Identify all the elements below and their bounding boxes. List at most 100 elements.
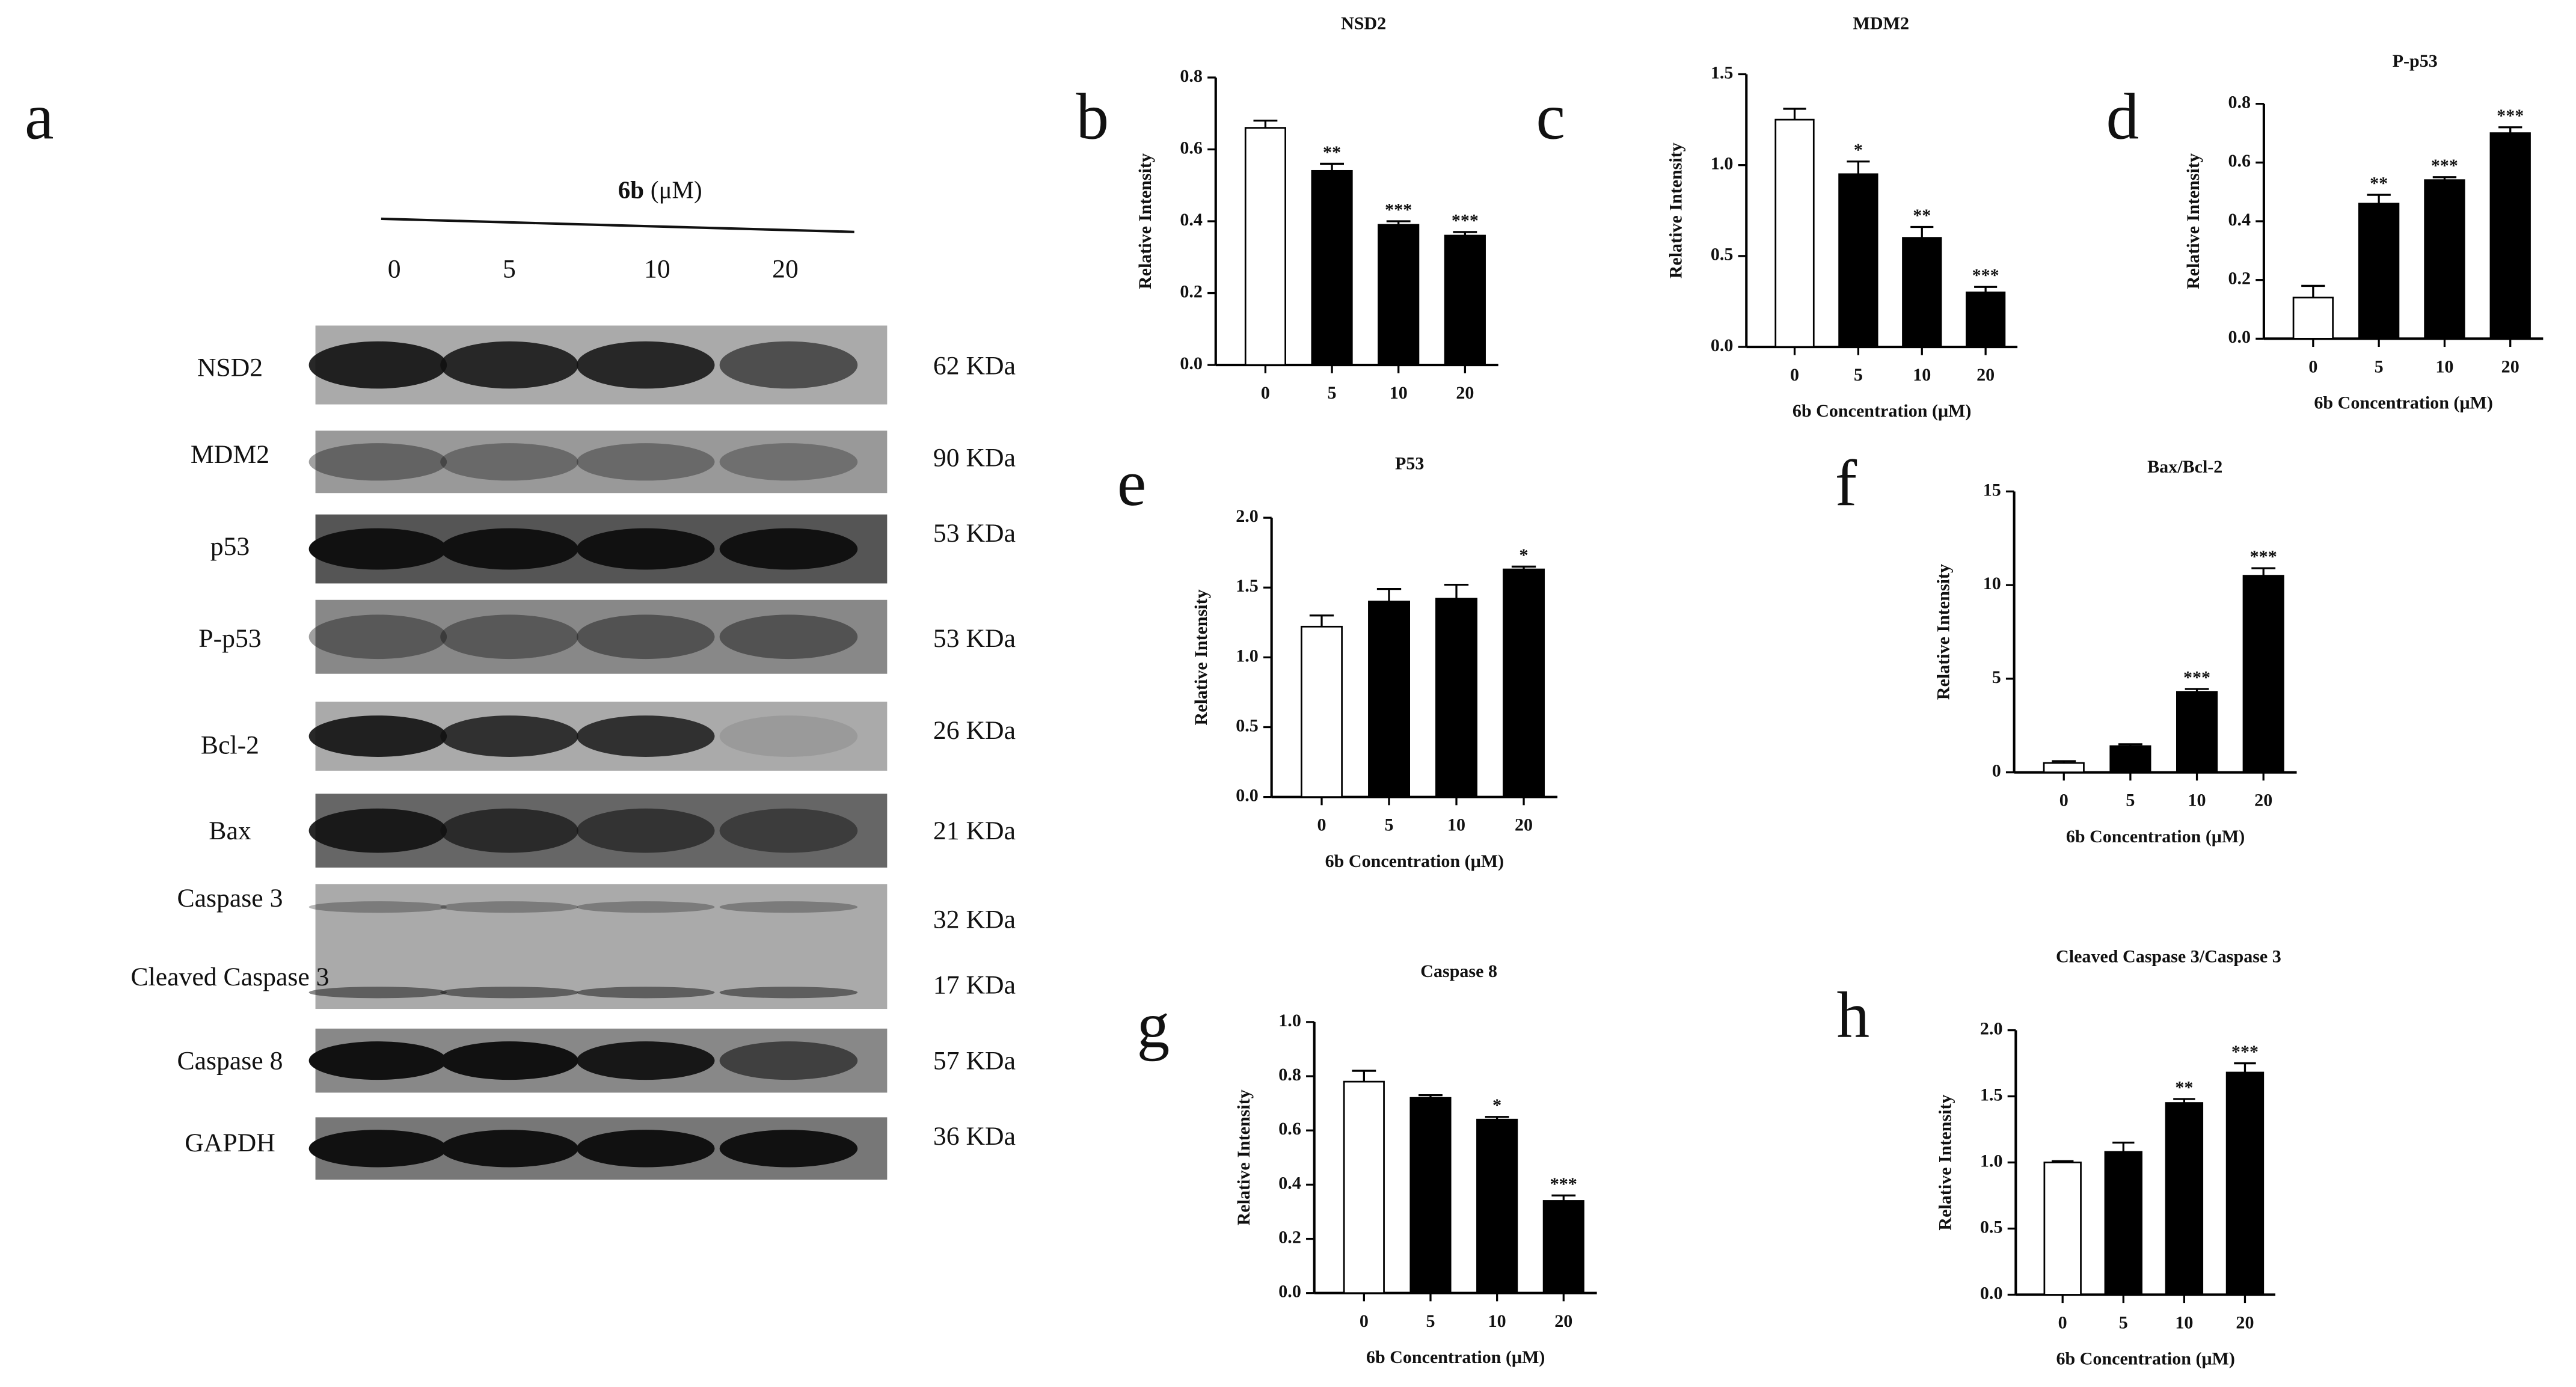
x-tick-label: 5 xyxy=(1328,382,1337,403)
bar xyxy=(2424,179,2465,340)
y-tick-label: 1.0 xyxy=(1236,645,1259,666)
y-tick-label: 0.0 xyxy=(2228,326,2251,347)
y-axis-label: Relative Intensity xyxy=(1665,142,1685,278)
band xyxy=(440,614,578,660)
lane-label: 20 xyxy=(772,254,799,283)
band xyxy=(576,987,715,999)
band xyxy=(440,341,578,389)
size-label: 17 KDa xyxy=(933,971,1016,1000)
y-axis-label: Relative Intensity xyxy=(1933,564,1954,700)
bar xyxy=(1902,237,1942,348)
bar xyxy=(2176,691,2218,774)
protein-label: NSD2 xyxy=(197,353,263,382)
band xyxy=(719,987,858,999)
y-tick-label: 2.0 xyxy=(1236,506,1259,526)
y-tick-label: 0.4 xyxy=(1278,1172,1301,1193)
band xyxy=(440,987,578,999)
blot-strip xyxy=(315,599,888,674)
x-tick-label: 20 xyxy=(1515,815,1533,835)
lane-label: 0 xyxy=(388,254,401,283)
band xyxy=(719,715,858,757)
y-tick-label: 0.2 xyxy=(1278,1226,1301,1247)
y-tick-label: 0.0 xyxy=(1278,1281,1301,1302)
band xyxy=(440,808,578,853)
band xyxy=(576,341,715,389)
x-tick-label: 20 xyxy=(1976,364,1995,385)
significance: *** xyxy=(1452,210,1479,230)
y-tick-label: 0.8 xyxy=(2228,92,2251,112)
bar xyxy=(1838,173,1878,348)
bar xyxy=(2043,762,2085,774)
y-axis-label: Relative Intensity xyxy=(1934,1094,1955,1230)
significance: *** xyxy=(2250,547,2277,567)
band xyxy=(308,1130,447,1168)
x-axis-label: 6b Concentration (μM) xyxy=(2056,1349,2234,1369)
x-tick-label: 5 xyxy=(2126,790,2135,810)
significance: ** xyxy=(1913,205,1931,225)
y-tick-label: 0.5 xyxy=(1711,244,1734,265)
protein-label: p53 xyxy=(210,532,250,561)
x-tick-label: 0 xyxy=(2059,790,2068,810)
significance: * xyxy=(1854,139,1863,160)
y-tick-label: 0.4 xyxy=(1180,209,1203,230)
protein-label: MDM2 xyxy=(191,440,269,469)
x-axis-label: 6b Concentration (μM) xyxy=(1366,1347,1545,1367)
y-tick-label: 1.5 xyxy=(1980,1084,2003,1104)
band xyxy=(576,443,715,481)
x-tick-label: 10 xyxy=(1447,815,1465,835)
x-axis-label: 6b Concentration (μM) xyxy=(2066,826,2245,847)
size-label: 90 KDa xyxy=(933,444,1016,473)
bar xyxy=(1409,1097,1452,1294)
x-axis-label: 6b Concentration (μM) xyxy=(1792,400,1971,421)
band xyxy=(440,528,578,570)
significance: *** xyxy=(1550,1174,1577,1194)
x-tick-label: 10 xyxy=(2175,1312,2193,1333)
bar xyxy=(1368,601,1410,798)
size-label: 53 KDa xyxy=(933,624,1016,653)
size-label: 53 KDa xyxy=(933,519,1016,548)
band xyxy=(576,901,715,913)
significance: * xyxy=(1520,545,1529,565)
x-tick-label: 5 xyxy=(2119,1312,2128,1333)
protein-label: Caspase 3 xyxy=(177,884,283,913)
x-tick-label: 20 xyxy=(2254,790,2272,810)
y-tick-label: 0.8 xyxy=(1278,1064,1301,1085)
bar xyxy=(1244,127,1286,366)
x-axis-label: 6b Concentration (μM) xyxy=(1325,851,1504,871)
panel-letter: g xyxy=(1137,988,1170,1061)
chart-title: NSD2 xyxy=(1341,13,1386,33)
x-tick-label: 20 xyxy=(2236,1312,2254,1333)
y-tick-label: 1.0 xyxy=(1278,1010,1301,1030)
chart-title: P53 xyxy=(1395,453,1424,474)
y-tick-label: 1.0 xyxy=(1980,1150,2003,1171)
panel-letter: b xyxy=(1076,81,1109,153)
lane-label: 5 xyxy=(503,254,516,283)
protein-label: Bax xyxy=(209,816,251,845)
x-tick-label: 20 xyxy=(1456,382,1474,403)
band xyxy=(576,528,715,570)
band xyxy=(719,808,858,853)
x-tick-label: 10 xyxy=(2188,790,2206,810)
band xyxy=(308,614,447,660)
bar xyxy=(1774,118,1815,348)
significance: *** xyxy=(1972,265,1999,286)
y-tick-label: 1.0 xyxy=(1711,153,1734,174)
band xyxy=(308,715,447,757)
panel-letter: h xyxy=(1837,979,1870,1052)
lane-label: 10 xyxy=(644,254,670,283)
x-tick-label: 10 xyxy=(1390,382,1408,403)
x-tick-label: 0 xyxy=(1261,382,1270,403)
x-tick-label: 5 xyxy=(1854,364,1863,385)
significance: *** xyxy=(2431,155,2458,176)
significance: *** xyxy=(2497,105,2524,126)
bar xyxy=(2225,1071,2265,1296)
x-tick-label: 0 xyxy=(2058,1312,2067,1333)
size-label: 32 KDa xyxy=(933,905,1016,934)
x-tick-label: 5 xyxy=(1426,1311,1435,1331)
bar xyxy=(1542,1200,1584,1294)
y-tick-label: 5 xyxy=(1992,667,2001,687)
size-label: 36 KDa xyxy=(933,1122,1016,1151)
y-tick-label: 0.8 xyxy=(1180,66,1203,86)
band xyxy=(576,715,715,757)
